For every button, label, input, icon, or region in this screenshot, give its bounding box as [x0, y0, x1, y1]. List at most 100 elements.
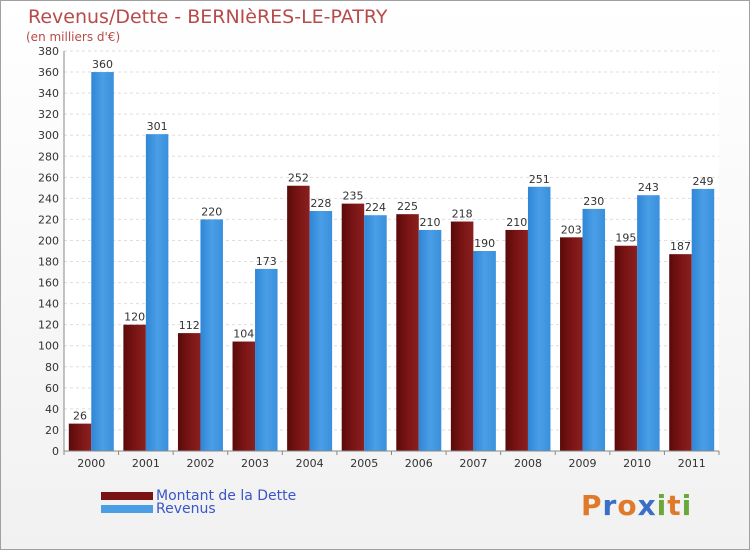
bar-dette	[450, 221, 474, 451]
logo-letter: i	[681, 489, 693, 522]
bar-revenus	[145, 134, 169, 451]
bar-revenus	[364, 215, 387, 451]
data-label-dette: 187	[670, 240, 691, 253]
proxiti-logo: Proxiti	[581, 489, 692, 522]
bar-revenus	[637, 195, 660, 451]
bar-dette	[123, 324, 146, 451]
bar-dette	[505, 229, 528, 451]
legend-swatch-revenus	[101, 505, 153, 513]
y-tick-label: 80	[45, 361, 59, 374]
data-label-dette: 203	[561, 223, 582, 236]
bars	[68, 72, 715, 452]
y-tick-label: 280	[38, 150, 59, 163]
logo-letter: i	[656, 489, 668, 522]
bar-revenus	[527, 186, 551, 451]
bar-dette	[232, 341, 256, 451]
data-label-dette: 210	[506, 216, 527, 229]
y-tick-label: 100	[38, 340, 59, 353]
y-tick-label: 120	[38, 319, 59, 332]
x-tick-label: 2008	[514, 457, 542, 470]
chart-title: Revenus/Dette - BERNIèRES-LE-PATRY	[28, 6, 388, 28]
data-label-dette: 235	[342, 190, 363, 203]
x-tick-label: 2005	[350, 457, 378, 470]
bar-dette	[396, 214, 419, 451]
data-label-revenus: 360	[92, 58, 113, 71]
y-tick-label: 60	[45, 382, 59, 395]
data-label-dette: 26	[73, 410, 87, 423]
x-tick-label: 2004	[296, 457, 324, 470]
data-label-revenus: 228	[310, 197, 331, 210]
x-tick-label: 2007	[459, 457, 487, 470]
data-label-revenus: 230	[583, 195, 604, 208]
bar-dette	[177, 333, 201, 451]
y-tick-label: 380	[38, 45, 59, 58]
y-tick-label: 180	[38, 256, 59, 269]
x-tick-label: 2009	[569, 457, 597, 470]
bar-dette	[669, 254, 692, 451]
gridlines	[64, 50, 719, 452]
axes: 0 20 40 60 80 100 120 140 160 180 200 220 240 260 280 3…	[38, 45, 720, 470]
x-tick-label: 2010	[623, 457, 651, 470]
y-tick-label: 360	[38, 66, 59, 79]
bar-revenus	[691, 188, 715, 452]
data-label-revenus: 210	[420, 216, 441, 229]
y-tick-label: 240	[38, 192, 59, 205]
plot-area	[64, 51, 719, 451]
y-tick-label: 340	[38, 87, 59, 100]
logo-letter: o	[617, 489, 638, 522]
bar-revenus	[91, 72, 114, 451]
data-label-revenus: 224	[365, 201, 386, 214]
bar-revenus	[473, 251, 496, 451]
y-tick-label: 140	[38, 298, 59, 311]
data-label-revenus: 190	[474, 237, 495, 250]
data-label-dette: 195	[615, 232, 636, 245]
legend-item-dette: Montant de la Dette	[101, 488, 296, 504]
legend-label-dette: Montant de la Dette	[156, 488, 297, 504]
y-tick-label: 260	[38, 171, 59, 184]
data-label-revenus: 301	[147, 120, 168, 133]
logo-letter: P	[581, 489, 603, 522]
bar-dette	[341, 203, 365, 451]
data-label-dette: 112	[179, 319, 200, 332]
data-label-dette: 104	[233, 328, 254, 341]
data-label-revenus: 249	[692, 175, 713, 188]
y-tick-label: 200	[38, 234, 59, 247]
x-tick-label: 2002	[186, 457, 214, 470]
bar-revenus	[309, 211, 333, 451]
chart-subtitle: (en milliers d'€)	[26, 30, 121, 44]
y-tick-label: 320	[38, 108, 59, 121]
y-tick-label: 20	[45, 424, 59, 437]
y-tick-label: 300	[38, 129, 59, 142]
logo-letter: t	[667, 489, 682, 522]
data-label-revenus: 243	[638, 181, 659, 194]
bar-dette	[560, 237, 583, 451]
data-label-dette: 120	[124, 311, 145, 324]
bar-dette	[614, 245, 638, 451]
bar-dette	[287, 185, 310, 451]
data-label-revenus: 220	[201, 205, 222, 218]
x-tick-label: 2000	[77, 457, 105, 470]
bar-dette	[68, 423, 92, 451]
bar-revenus	[200, 219, 223, 451]
data-label-revenus: 173	[256, 255, 277, 268]
x-tick-label: 2001	[132, 457, 160, 470]
legend-label-revenus: Revenus	[156, 501, 216, 517]
legend-swatch-dette	[101, 492, 153, 500]
bar-revenus	[582, 208, 606, 451]
data-label-revenus: 251	[529, 173, 550, 186]
logo-letter: x	[637, 489, 657, 522]
data-label-dette: 225	[397, 200, 418, 213]
logo-letter: r	[602, 489, 618, 522]
y-tick-label: 40	[45, 403, 59, 416]
y-tick-label: 220	[38, 213, 59, 226]
y-tick-label: 160	[38, 277, 59, 290]
bar-revenus	[418, 229, 442, 451]
x-tick-label: 2003	[241, 457, 269, 470]
legend-item-revenus: Revenus	[101, 501, 216, 517]
x-tick-label: 2006	[405, 457, 433, 470]
data-label-dette: 218	[452, 208, 473, 221]
bar-revenus	[255, 268, 278, 451]
